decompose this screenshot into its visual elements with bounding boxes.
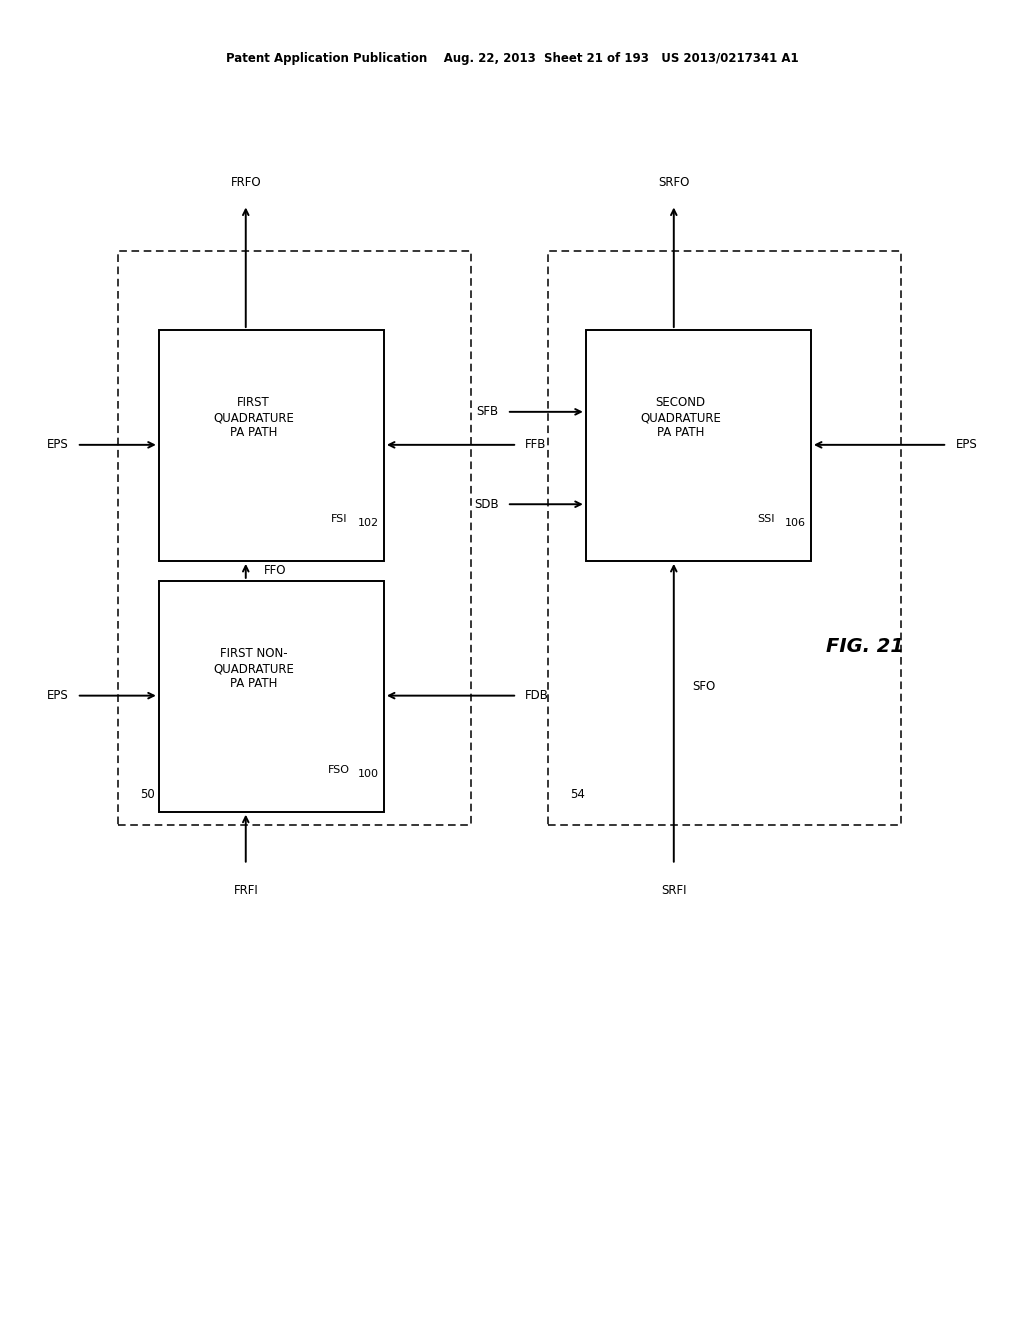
Text: 102: 102 [357,517,379,528]
Text: FRFO: FRFO [230,176,261,189]
Text: 100: 100 [357,768,379,779]
Bar [548,251,901,825]
Text: FRFI: FRFI [233,884,258,898]
Text: SECOND
QUADRATURE
PA PATH: SECOND QUADRATURE PA PATH [640,396,721,440]
Text: FIRST
QUADRATURE
PA PATH: FIRST QUADRATURE PA PATH [213,396,294,440]
Bar [159,581,384,812]
Text: Patent Application Publication    Aug. 22, 2013  Sheet 21 of 193   US 2013/02173: Patent Application Publication Aug. 22, … [225,51,799,65]
Text: 54: 54 [570,788,586,801]
Text: SRFI: SRFI [662,884,686,898]
Text: SFB: SFB [476,405,499,418]
Text: 50: 50 [140,788,155,801]
Text: EPS: EPS [47,689,69,702]
Bar [118,251,471,825]
Text: 106: 106 [784,517,806,528]
Text: FSO: FSO [328,766,350,775]
Text: FFO: FFO [264,565,287,577]
Text: FIG. 21: FIG. 21 [826,638,904,656]
Text: FIRST NON-
QUADRATURE
PA PATH: FIRST NON- QUADRATURE PA PATH [213,647,294,690]
Bar [159,330,384,561]
Text: FSI: FSI [331,515,347,524]
Text: EPS: EPS [955,438,977,451]
Text: SRFO: SRFO [658,176,689,189]
Text: SDB: SDB [474,498,499,511]
Text: FFB: FFB [525,438,547,451]
Text: FDB: FDB [525,689,549,702]
Text: SSI: SSI [757,515,775,524]
Text: EPS: EPS [47,438,69,451]
Bar [586,330,811,561]
Text: SFO: SFO [692,680,716,693]
